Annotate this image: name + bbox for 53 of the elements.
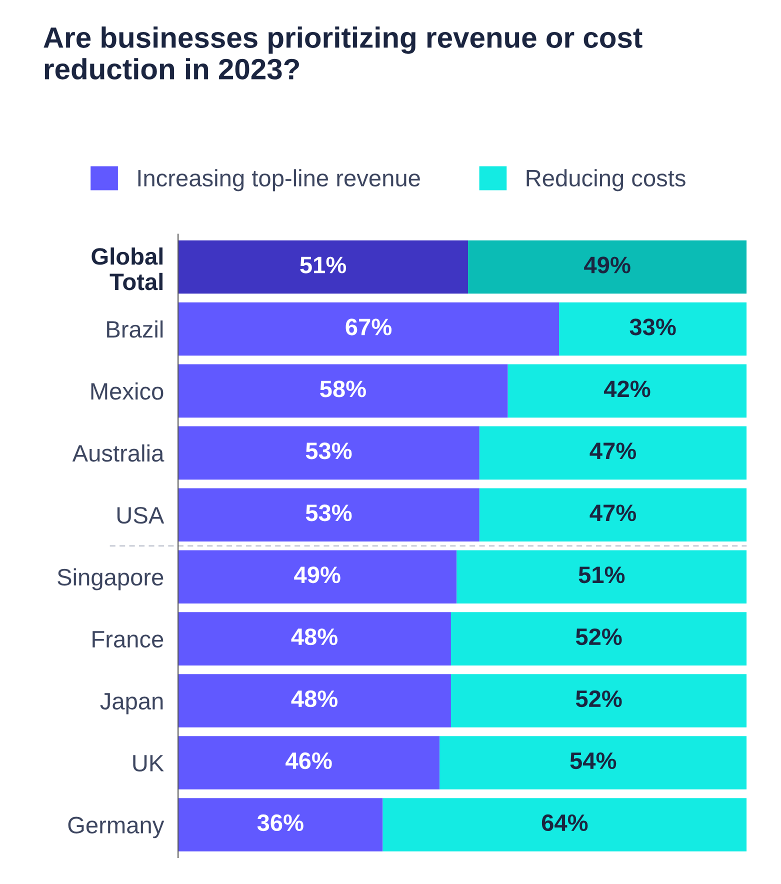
- data-label: 33%: [630, 318, 676, 336]
- bar: [178, 302, 560, 356]
- y-tick-label: Mexico: [91, 382, 164, 400]
- data-label: 67%: [346, 318, 392, 336]
- data-label: 48%: [291, 690, 338, 708]
- bar: [178, 426, 480, 480]
- y-tick-label: Japan: [100, 693, 163, 714]
- bar: [450, 612, 747, 666]
- data-label: 47%: [590, 504, 636, 522]
- bar: [559, 302, 747, 356]
- y-tick-label: UK: [133, 755, 164, 772]
- data-label: 64%: [542, 814, 588, 832]
- bar: [479, 426, 747, 480]
- data-label: 58%: [320, 380, 366, 398]
- data-label: 51%: [578, 566, 625, 584]
- bar: [178, 798, 383, 852]
- bar: [450, 674, 747, 728]
- y-tick-label: Australia: [72, 444, 164, 462]
- data-label: 47%: [590, 442, 636, 460]
- bar: [178, 550, 457, 604]
- data-label: 36%: [257, 814, 304, 832]
- data-label: 53%: [306, 504, 352, 522]
- bar: [508, 364, 747, 418]
- y-tick-label: France: [92, 631, 164, 648]
- bar: [178, 488, 480, 542]
- bar: [178, 612, 451, 666]
- bar: [468, 240, 747, 294]
- bar: [382, 798, 747, 852]
- data-label: 48%: [291, 628, 338, 646]
- data-label: 51%: [300, 256, 346, 274]
- data-label: 49%: [584, 256, 630, 274]
- y-tick-label: Singapore: [58, 568, 164, 590]
- bar: [178, 736, 440, 790]
- data-label: 46%: [286, 752, 332, 770]
- chart-title: Are businesses prioritizing revenue or cost reduction in 2023?: [44, 26, 642, 80]
- bar: [456, 550, 747, 604]
- y-tick-label: USA: [117, 506, 164, 524]
- y-tick-label: Global Total: [92, 247, 163, 290]
- bar: [479, 488, 747, 542]
- bar: [178, 364, 508, 418]
- y-tick-label: Germany: [68, 816, 164, 838]
- legend-label: Reducing costs: [526, 169, 686, 192]
- bar: [440, 736, 747, 790]
- data-label: 52%: [576, 628, 622, 646]
- data-label: 54%: [570, 752, 616, 770]
- bar: [178, 674, 451, 728]
- data-label: 49%: [294, 566, 340, 584]
- data-label: 52%: [576, 690, 622, 708]
- bar: [178, 240, 468, 294]
- legend-label: Increasing top-line revenue: [138, 169, 420, 192]
- data-label: 53%: [306, 442, 352, 460]
- y-tick-label: Brazil: [107, 320, 163, 338]
- data-label: 42%: [604, 380, 650, 398]
